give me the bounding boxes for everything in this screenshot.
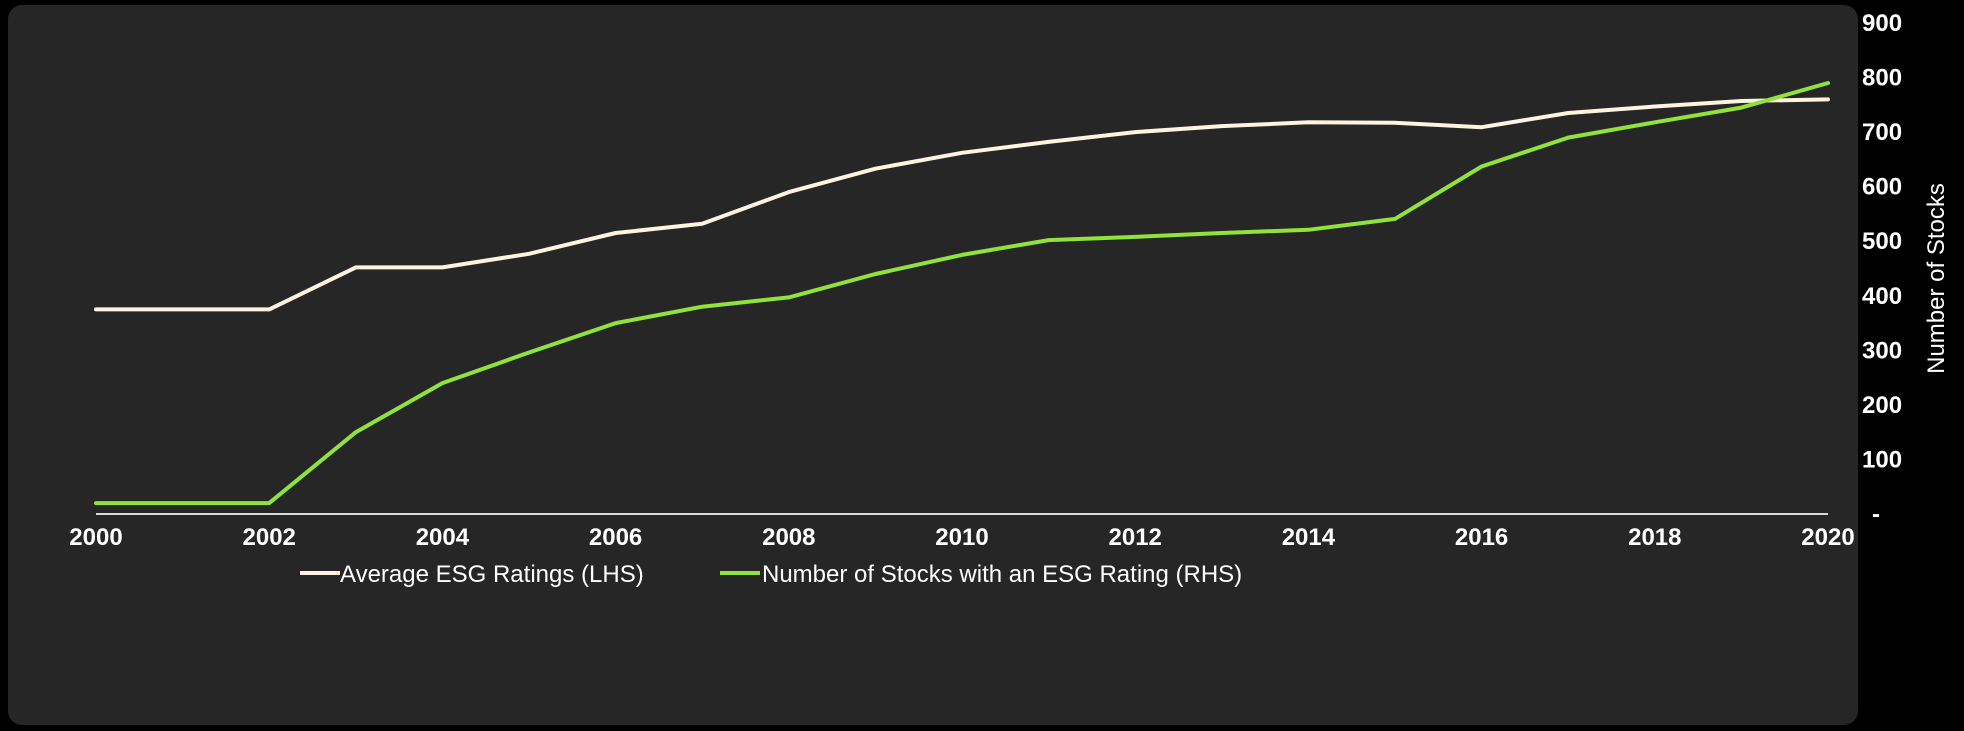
y-tick-label: 200: [1862, 392, 1902, 419]
series-line-average-esg-ratings: [94, 97, 1830, 312]
legend-label: Number of Stocks with an ESG Rating (RHS…: [762, 561, 1242, 588]
series-lines: [94, 81, 1830, 506]
plot-panel: [8, 5, 1858, 725]
y-tick-label: 900: [1862, 10, 1902, 37]
y-tick-label: 800: [1862, 65, 1902, 92]
series-line-number-of-stocks: [94, 81, 1830, 506]
legend: Average ESG Ratings (LHS) Number of Stock…: [300, 561, 1242, 588]
legend-label: Average ESG Ratings (LHS): [340, 561, 644, 588]
x-tick-label: 2012: [1109, 524, 1162, 551]
y-tick-label: -: [1872, 501, 1880, 528]
x-tick-label: 2016: [1455, 524, 1508, 551]
x-tick-label: 2020: [1801, 524, 1854, 551]
y-tick-label: 600: [1862, 174, 1902, 201]
x-tick-label: 2000: [69, 524, 122, 551]
x-tick-label: 2014: [1282, 524, 1336, 551]
x-tick-label: 2008: [762, 524, 815, 551]
y-tick-label: 400: [1862, 283, 1902, 310]
x-tick-label: 2018: [1628, 524, 1681, 551]
y-tick-label: 700: [1862, 119, 1902, 146]
y-tick-label: 100: [1862, 446, 1902, 473]
x-tick-label: 2002: [243, 524, 296, 551]
y-axis-right-title: Number of Stocks: [1923, 183, 1950, 374]
x-tick-label: 2004: [416, 524, 470, 551]
x-tick-label: 2010: [935, 524, 988, 551]
tick-labels: 2000 2002 2004 2006 2008 2010 2012 2014 2016 2018…: [69, 10, 1902, 551]
y-tick-label: 500: [1862, 228, 1902, 255]
y-tick-label: 300: [1862, 337, 1902, 364]
x-tick-label: 2006: [589, 524, 642, 551]
